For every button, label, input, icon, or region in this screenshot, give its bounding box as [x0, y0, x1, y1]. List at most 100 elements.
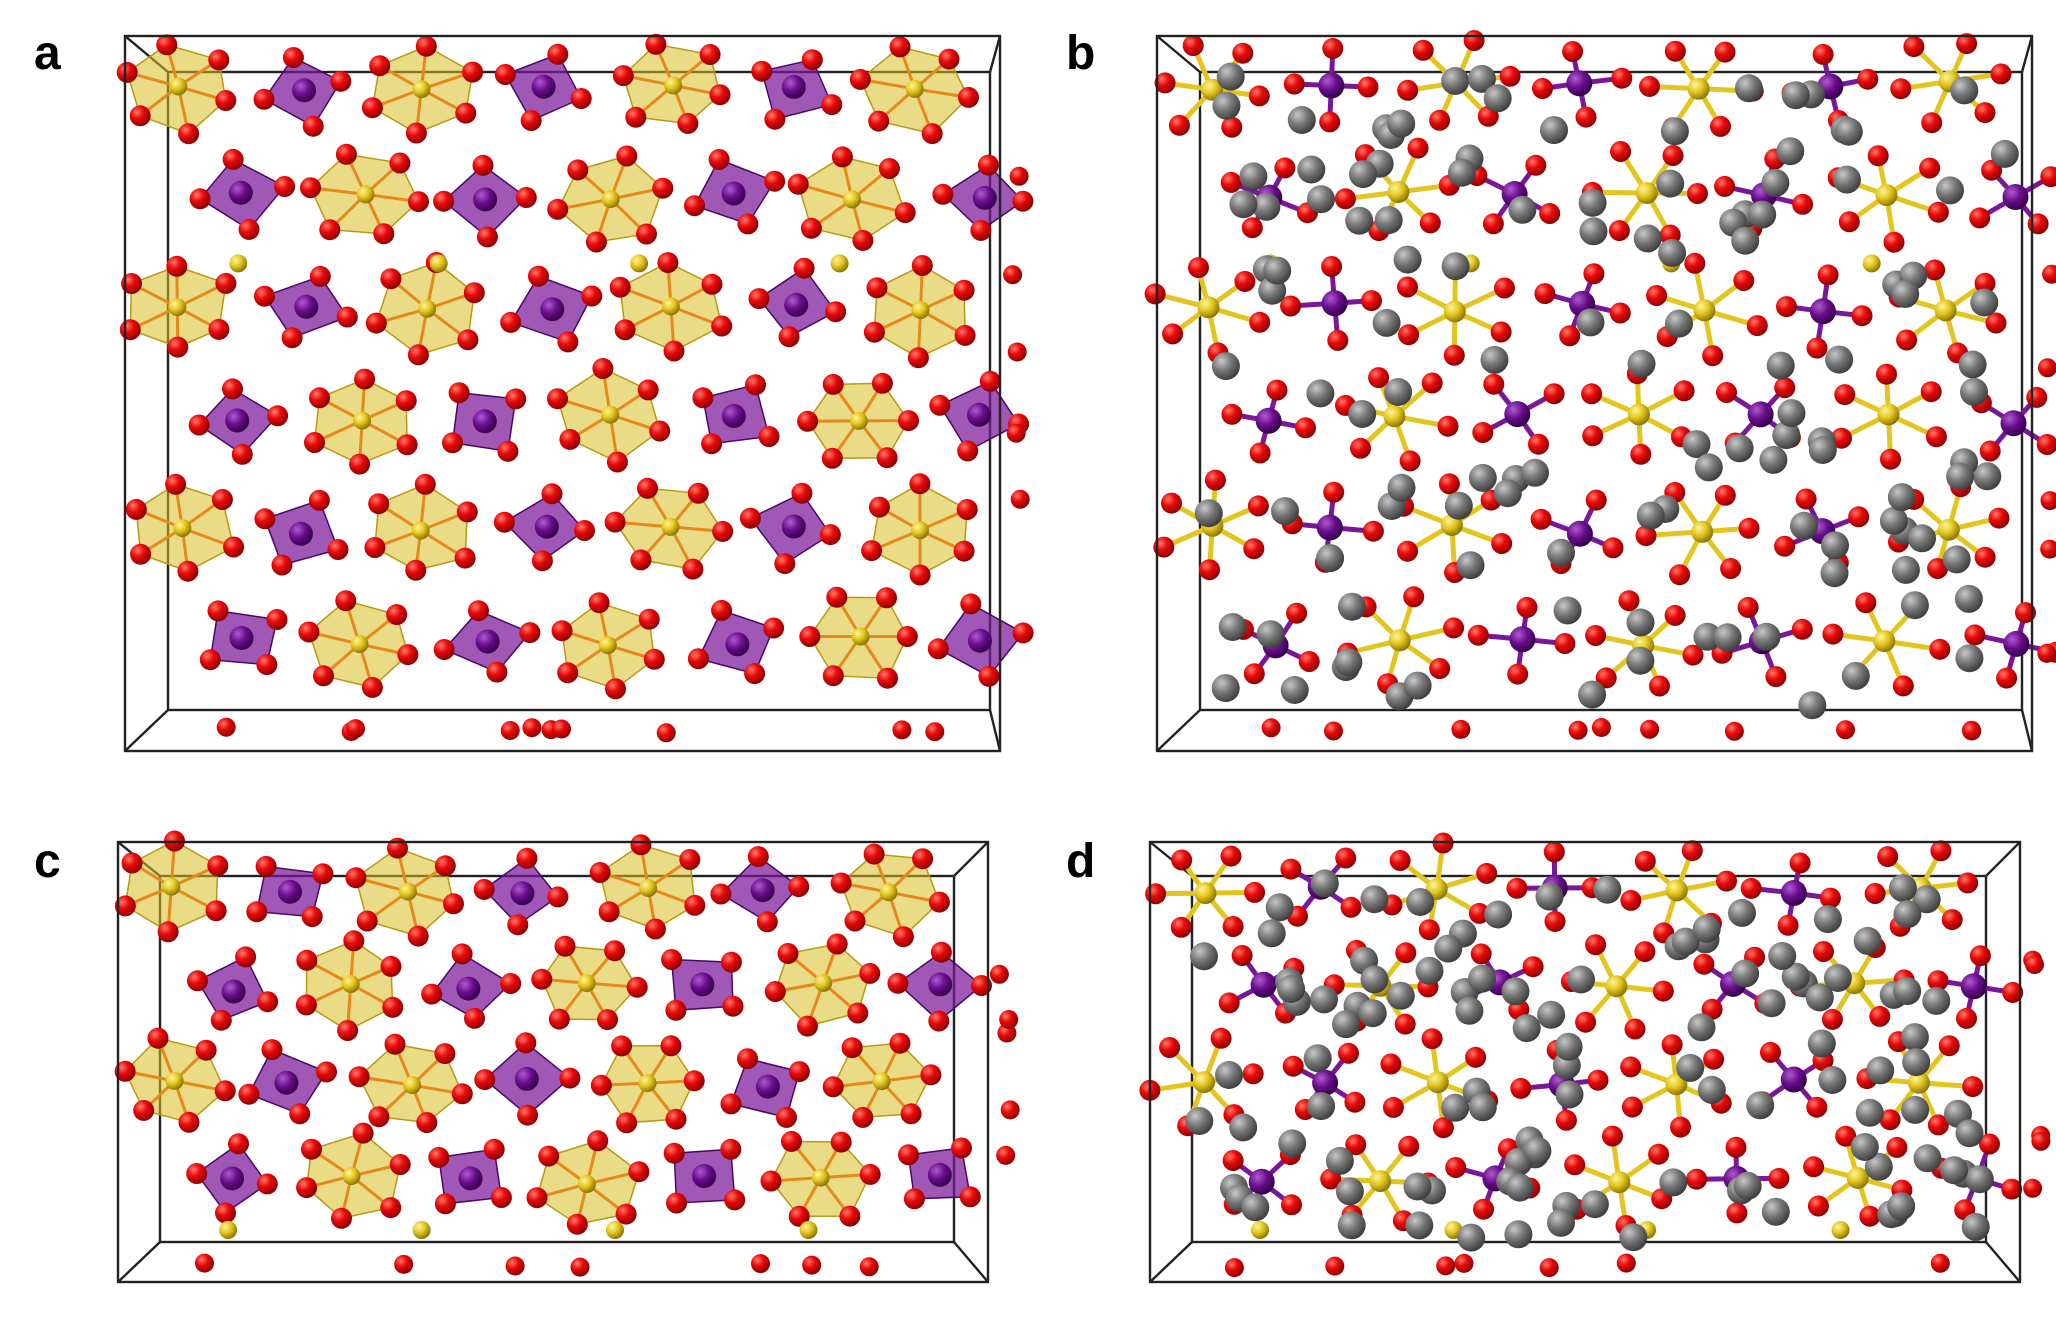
panel-a-oxygen-atom: [547, 388, 568, 410]
panel-b-grey-atom: [1887, 483, 1916, 512]
panel-d-purple-atom: [1780, 1066, 1807, 1093]
panel-a-oxygen-atom: [166, 255, 188, 277]
panel-d-oxygen-atom: [1819, 887, 1841, 909]
panel-b-grey-atom: [1239, 162, 1268, 191]
panel-d-oxygen-atom: [1395, 942, 1417, 964]
panel-b-grey-atom: [1946, 462, 1975, 491]
panel-d-grey-atom: [1805, 983, 1834, 1012]
panel-b-purple-atom: [1321, 290, 1348, 317]
panel-b-grey-atom: [1456, 551, 1485, 580]
panel-b-grey-atom: [1384, 378, 1413, 406]
panel-b-oxygen-atom: [1714, 41, 1736, 63]
panel-c-oxygen-atom: [898, 1144, 919, 1166]
panel-a-yellow-atom: [911, 521, 929, 540]
panel-d-grey-atom: [1922, 986, 1951, 1015]
panel-d-yellow-atom: [1907, 1071, 1930, 1094]
panel-a-oxygen-atom: [687, 482, 709, 504]
panel-c-oxygen-atom: [483, 1138, 505, 1160]
panel-d-oxygen-atom: [1941, 909, 1963, 931]
panel-c-oxygen-atom: [301, 1138, 322, 1160]
panel-a-oxygen-atom: [570, 88, 592, 109]
panel-b-oxygen-atom: [1234, 270, 1256, 292]
panel-a-oxygen-atom: [970, 219, 992, 241]
panel-d-oxygen-atom: [1224, 1258, 1244, 1278]
panel-d-oxygen-atom: [1634, 850, 1656, 872]
panel-a-oxygen-atom: [1012, 622, 1034, 644]
panel-c-oxygen-atom: [996, 1145, 1016, 1165]
panel-a-yellow-atom: [412, 80, 431, 99]
panel-b-grey-atom: [1766, 351, 1795, 380]
panel-d-cell-back-face: [1190, 874, 1988, 1244]
panel-a-oxygen-atom: [476, 226, 498, 248]
panel-a-oxygen-atom: [909, 473, 931, 495]
panel-d-oxygen-atom: [1879, 1109, 1901, 1131]
panel-d-oxygen-atom: [1652, 980, 1674, 1002]
panel-c-oxygen-atom: [296, 1177, 318, 1199]
panel-c-oxygen-atom: [859, 962, 881, 984]
panel-a-oxygen-atom: [604, 511, 626, 533]
panel-c-oxygen-atom: [434, 1193, 456, 1215]
panel-b-grey-atom: [1578, 680, 1607, 709]
panel-b-oxygen-atom: [1640, 719, 1660, 739]
panel-a-oxygen-atom: [921, 123, 943, 145]
panel-a-oxygen-atom: [876, 587, 897, 609]
panel-c-oxygen-atom: [989, 964, 1009, 984]
panel-b-oxygen-atom: [1988, 507, 2010, 529]
panel-d-oxygen-atom: [1886, 1136, 1908, 1158]
panel-b-grey-atom: [1349, 160, 1377, 189]
panel-c-oxygen-atom: [781, 1130, 802, 1152]
panel-a-oxygen-atom: [415, 35, 437, 57]
panel-a-yellow-atom: [843, 190, 862, 209]
panel-b-oxygen-atom: [1357, 76, 1379, 98]
panel-a-oxygen-atom: [215, 90, 237, 111]
panel-b-grey-atom: [1693, 622, 1722, 651]
panel-a-oxygen-atom: [178, 123, 200, 145]
panel-b-grey-atom: [1540, 116, 1568, 145]
panel-c-oxygen-atom: [407, 925, 429, 947]
panel-c-yellow-atom: [577, 974, 596, 993]
panel-b-oxygen-atom: [1530, 508, 1552, 530]
panel-b-oxygen-atom: [1618, 590, 1640, 612]
panel-a-yellow-atom: [911, 301, 930, 320]
panel-b-oxygen-atom: [1295, 417, 1316, 439]
panel-a-purple-atom: [294, 294, 319, 319]
panel-a-oxygen-atom: [298, 621, 320, 643]
panel-a-oxygen-atom: [208, 49, 230, 71]
panel-a-oxygen-atom: [1006, 423, 1026, 443]
panel-a-oxygen-atom: [271, 554, 293, 576]
panel-b-oxygen-atom: [1664, 40, 1686, 62]
panel-a-oxygen-atom: [819, 524, 841, 546]
panel-b-grey-atom: [1832, 165, 1861, 194]
panel-a-purple-atom: [531, 74, 556, 99]
panel-a-oxygen-atom: [472, 154, 494, 176]
panel-c-oxygen-atom: [566, 1213, 588, 1235]
panel-c-purple-atom: [274, 1070, 299, 1095]
panel-d-oxygen-atom: [1171, 849, 1193, 871]
panel-c-oxygen-atom: [903, 1188, 925, 1210]
panel-d-yellow-atom: [1193, 1071, 1215, 1094]
panel-d-oxygen-atom: [1620, 889, 1642, 911]
panel-b-oxygen-atom: [2037, 643, 2056, 663]
panel-c-yellow-atom: [577, 1175, 596, 1193]
panel-a-yellow-atom: [418, 299, 437, 318]
panel-a-oxygen-atom: [468, 600, 489, 622]
panel-a-yellow-atom: [598, 636, 617, 655]
panel-b-grey-atom: [1990, 139, 2019, 168]
panel-c-oxygen-atom: [777, 943, 799, 964]
panel-b-grey-atom: [1891, 555, 1920, 584]
panel-c-oxygen-atom: [428, 1146, 450, 1168]
panel-b-oxygen-atom: [1247, 495, 1269, 517]
panel-c-oxygen-atom: [830, 872, 852, 894]
panel-b-yellow-atom: [1873, 630, 1896, 653]
panel-b-oxygen-atom: [1491, 533, 1513, 554]
panel-a-oxygen-atom: [119, 319, 141, 341]
panel-a-oxygen-atom: [281, 327, 303, 349]
panel-b-oxygen-atom: [1368, 367, 1390, 389]
panel-b-grey-atom: [1256, 620, 1285, 649]
panel-b-grey-atom: [1553, 596, 1582, 625]
panel-b-oxygen-atom: [1682, 644, 1704, 666]
panel-d-grey-atom: [1768, 942, 1797, 970]
panel-a-oxygen-atom: [822, 373, 844, 395]
panel-d-oxygen-atom: [1544, 910, 1566, 932]
panel-a-yellow-atom: [601, 405, 620, 424]
